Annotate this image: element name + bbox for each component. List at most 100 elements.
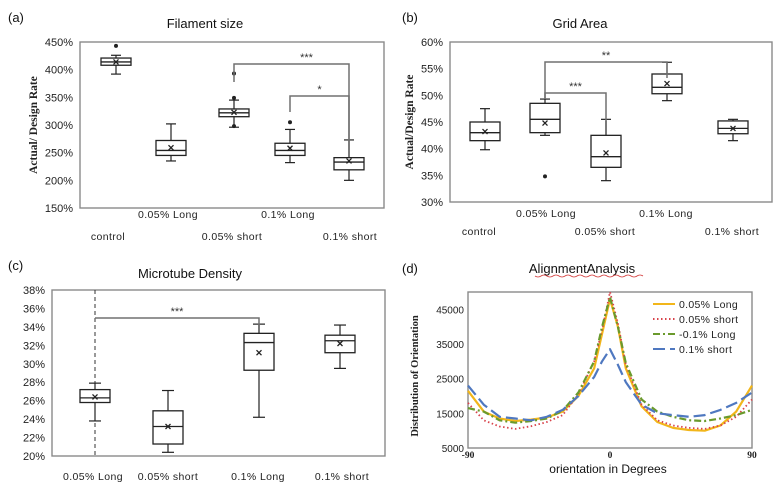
panel-b-title: Grid Area xyxy=(553,16,609,31)
panel-c-box-1-mean-marker xyxy=(165,423,171,430)
panel-d-y-tick-label: 5000 xyxy=(442,444,465,455)
panel-b-x-tick-label: 0.1% Long xyxy=(639,208,693,220)
panel-b-box-1-mean-marker xyxy=(542,120,548,127)
panel-d-x-tick-label: 0 xyxy=(608,451,613,461)
panel-a-box-3-iqr xyxy=(274,142,306,157)
panel-a-x-tick-label: 0.1% Long xyxy=(261,209,315,221)
panel-a-box-0-outlier xyxy=(114,43,118,48)
panel-a-significance-label: * xyxy=(317,84,322,96)
panel-d-label: (d) xyxy=(402,261,418,276)
panel-b-box-1-iqr xyxy=(529,102,561,134)
panel-a-box-2-mean-marker xyxy=(231,109,237,116)
panel-b-y-tick-label: 55% xyxy=(421,64,443,76)
panel-c-box-0-iqr xyxy=(79,388,111,404)
panel-a-x-tick-label: control xyxy=(91,231,125,243)
panel-a-y-tick-label: 300% xyxy=(45,120,73,132)
panel-c-y-tick-label: 22% xyxy=(23,433,45,445)
panel-d-x-axis-label: orientation in Degrees xyxy=(549,462,666,476)
panel-c-label: (c) xyxy=(8,258,23,273)
panel-a-significance-bracket xyxy=(289,95,350,155)
panel-b-x-tick-label: control xyxy=(462,226,496,238)
panel-b-significance-bracket xyxy=(544,92,607,121)
panel-b-box-4-iqr xyxy=(717,120,749,135)
panel-c-y-tick-label: 26% xyxy=(23,396,45,408)
panel-a-significance-bracket xyxy=(233,63,350,155)
panel-c-box-2-mean-marker xyxy=(256,349,262,356)
panel-a-box-3-outlier xyxy=(288,120,292,125)
panel-d-x-tick-label: 90 xyxy=(747,451,757,461)
panel-c-y-tick-label: 30% xyxy=(23,359,45,371)
panel-b-box-4-mean-marker xyxy=(730,125,736,132)
panel-a-y-tick-label: 200% xyxy=(45,175,73,187)
panel-c-title: Microtube Density xyxy=(138,266,243,281)
panel-d-y-tick-label: 45000 xyxy=(436,305,464,316)
panel-c-y-tick-label: 24% xyxy=(23,414,45,426)
panel-c-x-tick-label: 0.1% short xyxy=(315,471,369,483)
panel-d-title: AlignmentAnalysis xyxy=(529,261,636,276)
panel-a-box-1-mean-marker xyxy=(168,144,174,151)
panel-c-x-tick-label: 0.05% short xyxy=(138,471,198,483)
panel-b-significance-bracket xyxy=(544,61,668,99)
panel-d-y-tick-label: 35000 xyxy=(436,340,464,351)
panel-b-y-tick-label: 60% xyxy=(421,37,443,49)
panel-a-title: Filament size xyxy=(167,16,244,31)
panel-b-x-tick-label: 0.05% short xyxy=(575,226,635,238)
panel-d-x-tick-label: -90 xyxy=(462,451,475,461)
panel-d-legend-label-1: 0.05% short xyxy=(679,314,738,326)
panel-c-x-tick-label: 0.1% Long xyxy=(231,471,285,483)
panel-a-significance-label: *** xyxy=(300,52,314,64)
panel-b-significance-label: *** xyxy=(569,81,583,93)
panel-b-y-tick-label: 35% xyxy=(421,170,443,182)
panel-d-plot-frame xyxy=(467,291,753,449)
panel-c-y-tick-label: 36% xyxy=(23,303,45,315)
panel-a-box-3-mean-marker xyxy=(287,145,293,152)
panel-d-series-line-2 xyxy=(467,296,753,424)
panel-d-legend-label-3: 0.1% short xyxy=(679,344,732,356)
panel-a-y-tick-label: 150% xyxy=(45,203,73,215)
panel-b-label: (b) xyxy=(402,10,418,25)
panel-a-box-2-outlier xyxy=(232,95,236,100)
panel-a-y-tick-label: 400% xyxy=(45,65,73,77)
panel-b-box-0-mean-marker xyxy=(482,128,488,135)
panel-d-title-spell-underline xyxy=(534,274,644,278)
panel-a-x-tick-label: 0.1% short xyxy=(323,231,377,243)
panel-a-y-tick-label: 250% xyxy=(45,148,73,160)
panel-c-significance-bracket xyxy=(95,317,260,325)
panel-c-box-1-iqr xyxy=(152,410,184,445)
panel-b-box-2-mean-marker xyxy=(603,149,609,156)
panel-c-y-tick-label: 38% xyxy=(23,285,45,297)
panel-a-y-axis-label: Actual/ Design Rate xyxy=(28,76,40,174)
panel-b-x-tick-label: 0.05% Long xyxy=(516,208,576,220)
panel-d-y-axis-label: Distribution of Orientation xyxy=(410,315,421,436)
panel-c-x-tick-label: 0.05% Long xyxy=(63,471,123,483)
panel-a-plot-frame xyxy=(79,41,385,209)
panel-b-x-tick-label: 0.1% short xyxy=(705,226,759,238)
panel-c-y-tick-label: 32% xyxy=(23,340,45,352)
panel-d-series-line-3 xyxy=(467,348,753,422)
panel-a-box-4-mean-marker xyxy=(346,158,352,164)
panel-c-y-tick-label: 34% xyxy=(23,322,45,334)
panel-d-series-line-1 xyxy=(467,291,753,430)
panel-b-y-axis-label: Actual/Design Rate xyxy=(404,75,416,170)
panel-b-box-1-outlier xyxy=(543,174,547,179)
panel-c-plot-frame xyxy=(51,289,386,457)
panel-b-y-tick-label: 45% xyxy=(421,117,443,129)
panel-c-box-3-mean-marker xyxy=(337,340,343,347)
panel-b-y-tick-label: 40% xyxy=(421,144,443,156)
panel-a-x-tick-label: 0.05% Long xyxy=(138,209,198,221)
panel-b-box-3-mean-marker xyxy=(664,80,670,87)
panel-a-box-0-mean-marker xyxy=(113,58,119,65)
panel-b-y-tick-label: 30% xyxy=(421,197,443,209)
panel-b-plot-frame xyxy=(449,41,773,203)
panel-d-legend-label-2: -0.1% Long xyxy=(679,329,736,341)
panel-a-y-tick-label: 450% xyxy=(45,37,73,49)
panel-a-y-tick-label: 350% xyxy=(45,92,73,104)
panel-d-legend-label-0: 0.05% Long xyxy=(679,299,738,311)
panel-c-box-0-mean-marker xyxy=(92,394,98,400)
panel-c-significance-label: *** xyxy=(171,306,185,318)
panel-b-y-tick-label: 50% xyxy=(421,90,443,102)
panel-a-label: (a) xyxy=(8,10,24,25)
panel-d-y-tick-label: 25000 xyxy=(436,375,464,386)
panel-c-box-2-iqr xyxy=(243,332,275,371)
